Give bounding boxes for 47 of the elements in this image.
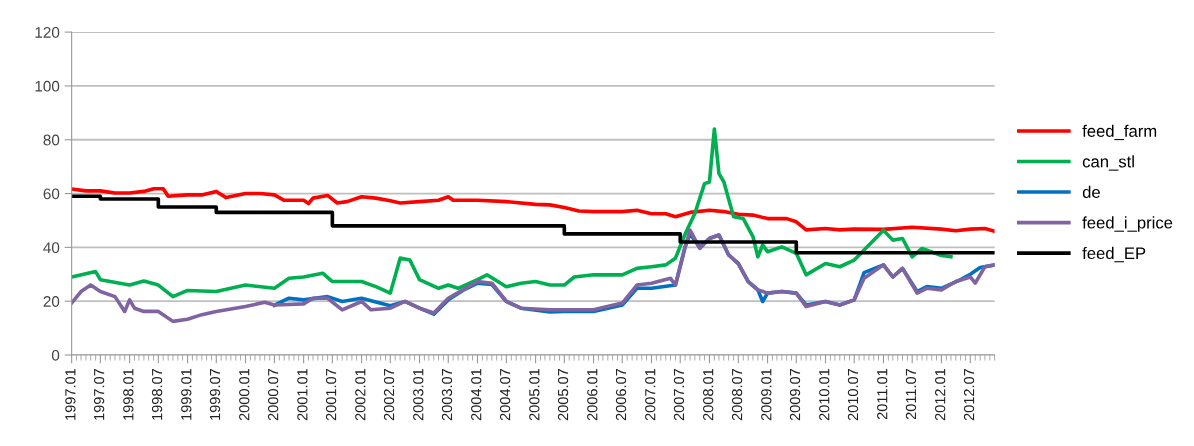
x-tick-label: 2008.07 <box>731 368 743 421</box>
x-tick-label: 2008.01 <box>703 368 714 421</box>
x-tick-label: 2000.07 <box>267 368 279 421</box>
x-tick-label: 2011.01 <box>877 368 888 420</box>
x-tick-label: 2012.01 <box>935 368 946 421</box>
x-tick-label: 2006.01 <box>587 368 598 421</box>
line-series <box>71 228 995 324</box>
x-tick-label: 1998.01 <box>123 368 134 420</box>
x-tick-label: 2004.07 <box>499 368 511 421</box>
x-tick-label: 2010.01 <box>819 368 830 421</box>
x-tick-label: 2002.01 <box>355 368 366 421</box>
legend-label: de <box>1082 185 1100 199</box>
y-tick-label: 80 <box>43 134 60 146</box>
x-tick-label: 2009.01 <box>761 368 772 421</box>
x-tick-label: 1999.01 <box>181 368 192 420</box>
x-tick-label: 2007.01 <box>645 368 656 421</box>
line-series <box>71 186 995 234</box>
legend-label: feed_EP <box>1082 246 1146 263</box>
line-series <box>71 127 953 299</box>
x-tick-label: 2012.07 <box>963 368 975 421</box>
x-tick-label: 2005.01 <box>529 368 540 421</box>
x-tick-label: 2011.07 <box>905 368 917 420</box>
x-tick-label: 2001.07 <box>325 368 337 421</box>
x-tick-label: 2000.01 <box>239 368 250 421</box>
x-tick-label: 2010.07 <box>847 368 859 421</box>
x-tick-label: 1997.07 <box>93 368 105 420</box>
x-tick-label: 2009.07 <box>789 368 801 421</box>
x-tick-label: 1999.07 <box>209 368 221 420</box>
x-tick-label: 2003.01 <box>413 368 424 421</box>
x-tick-label: 2005.07 <box>557 368 569 421</box>
y-tick-label: 20 <box>43 296 60 307</box>
y-tick-label: 120 <box>35 26 60 38</box>
x-tick-label: 2002.07 <box>383 368 395 421</box>
y-tick-label: 40 <box>43 242 60 254</box>
legend-label: can_stl <box>1082 155 1134 171</box>
legend-label: feed_i_price <box>1082 216 1173 232</box>
y-tick-label: 60 <box>43 188 60 200</box>
x-tick-label: 2003.07 <box>441 368 453 421</box>
x-tick-label: 2007.07 <box>673 368 685 421</box>
y-tick-label: 0 <box>51 349 60 361</box>
x-tick-label: 2006.07 <box>615 368 627 421</box>
x-tick-label: 1997.01 <box>65 368 76 420</box>
y-tick-label: 100 <box>35 80 60 92</box>
x-tick-label: 1998.07 <box>151 368 163 420</box>
x-tick-label: 2004.01 <box>471 368 482 421</box>
x-tick-label: 2001.01 <box>297 368 308 421</box>
legend-label: feed_farm <box>1082 124 1157 141</box>
